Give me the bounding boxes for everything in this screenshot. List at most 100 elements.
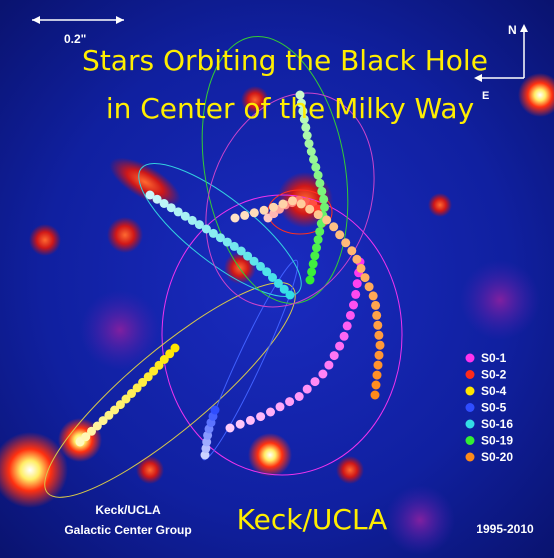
legend-swatch <box>466 403 475 412</box>
legend-swatch <box>466 420 475 429</box>
orbit-dot <box>357 264 366 273</box>
orbit-dot <box>303 385 312 394</box>
orbit-dot <box>318 370 327 379</box>
orbit-dot <box>286 291 295 300</box>
orbit-dot <box>288 196 297 205</box>
orbit-dot <box>375 351 384 360</box>
legend-label: S0-16 <box>481 417 513 431</box>
orbit-dot <box>374 361 383 370</box>
orbit-dot <box>314 210 323 219</box>
legend-label: S0-2 <box>481 368 507 382</box>
orbit-dot <box>340 332 349 341</box>
source <box>136 456 164 484</box>
orbit-dot <box>335 342 344 351</box>
orbit-dot <box>346 311 355 320</box>
title-line: in Center of the Milky Way <box>106 92 474 125</box>
orbit-dot <box>311 377 320 386</box>
compass-north: N <box>508 23 517 37</box>
orbit-dot <box>317 187 326 196</box>
watermark: Keck/UCLA <box>237 503 388 536</box>
orbit-dot <box>310 251 319 260</box>
orbit-dot <box>373 321 382 330</box>
orbit-dot <box>314 235 323 244</box>
orbit-dot <box>306 276 315 285</box>
legend-swatch <box>466 370 475 379</box>
orbit-dot <box>371 301 380 310</box>
orbit-dot <box>361 273 370 282</box>
legend-label: S0-4 <box>481 384 507 398</box>
orbit-dot <box>236 420 245 429</box>
legend-swatch <box>466 453 475 462</box>
orbit-dot <box>351 290 360 299</box>
legend-label: S0-1 <box>481 351 507 365</box>
credit-group: Keck/UCLA <box>95 503 161 517</box>
orbit-dot <box>319 195 328 204</box>
orbit-dot <box>256 412 265 421</box>
orbit-dot <box>309 259 318 268</box>
orbit-dot <box>312 243 321 252</box>
source <box>107 217 143 253</box>
orbit-dot <box>376 341 385 350</box>
orbit-dot <box>371 391 380 400</box>
orbit-dot <box>226 424 235 433</box>
orbit-dot <box>250 208 259 217</box>
source <box>248 433 292 477</box>
source <box>460 260 540 340</box>
orbit-dot <box>305 205 314 214</box>
orbit-dot <box>307 147 316 156</box>
orbit-dot <box>231 214 240 223</box>
orbit-dot <box>211 406 220 415</box>
orbit-dot <box>322 215 331 224</box>
orbit-dot <box>374 331 383 340</box>
orbit-dot <box>353 279 362 288</box>
legend-swatch <box>466 387 475 396</box>
credit-group: Galactic Center Group <box>64 523 191 537</box>
orbit-dot <box>309 155 318 164</box>
source <box>428 193 452 217</box>
title-line: Stars Orbiting the Black Hole <box>82 44 488 77</box>
source <box>29 224 61 256</box>
orbit-dot <box>365 282 374 291</box>
source <box>80 290 160 370</box>
legend-swatch <box>466 436 475 445</box>
orbit-dot <box>373 371 382 380</box>
orbit-dot <box>303 131 312 140</box>
orbit-dot <box>297 199 306 208</box>
legend-label: S0-5 <box>481 401 507 415</box>
orbit-dot <box>311 163 320 172</box>
date-range: 1995-2010 <box>476 522 534 536</box>
orbit-dot <box>320 203 329 212</box>
source <box>385 485 455 555</box>
galactic-center-image: 0.2" N E Stars Orbiting the Black Hole i… <box>0 0 554 558</box>
orbit-dot <box>315 227 324 236</box>
orbit-dot <box>347 246 356 255</box>
legend-swatch <box>466 354 475 363</box>
orbit-dot <box>266 408 275 417</box>
orbit-dot <box>372 381 381 390</box>
orbit-dot <box>315 179 324 188</box>
orbit-dot <box>341 238 350 247</box>
orbit-dot <box>260 206 269 215</box>
orbit-dot <box>307 267 316 276</box>
orbit-dot <box>279 200 288 209</box>
orbit-dot <box>276 402 285 411</box>
page: {"title": {"lines": ["Stars Orbiting the… <box>0 0 554 558</box>
orbit-dot <box>305 139 314 148</box>
legend-label: S0-19 <box>481 434 513 448</box>
orbit-dot <box>329 222 338 231</box>
orbit-dot <box>352 255 361 264</box>
orbit-dot <box>372 311 381 320</box>
compass-east: E <box>482 90 489 102</box>
orbit-dot <box>343 321 352 330</box>
source <box>336 456 364 484</box>
orbit-dot <box>324 361 333 370</box>
orbit-dot <box>330 351 339 360</box>
orbit-dot <box>314 171 323 180</box>
orbit-dot <box>246 416 255 425</box>
orbit-dot <box>349 301 358 310</box>
orbit-dot <box>369 291 378 300</box>
orbit-dot <box>240 211 249 220</box>
orbit-dot <box>335 230 344 239</box>
orbit-dot <box>171 344 180 353</box>
orbit-dot <box>295 392 304 401</box>
